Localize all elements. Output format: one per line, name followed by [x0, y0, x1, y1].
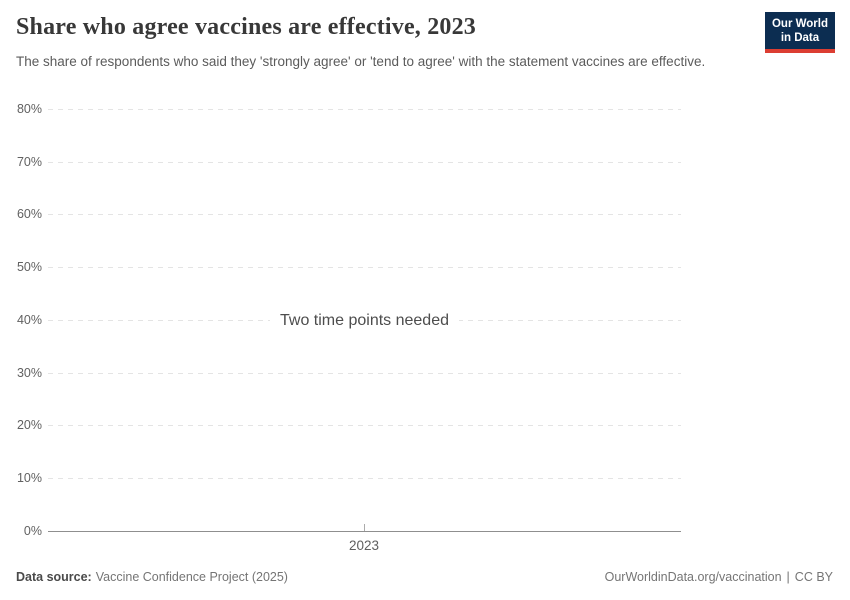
gridline — [48, 162, 681, 163]
owid-logo-line1: Our World — [771, 18, 828, 30]
y-axis-tick-label: 60% — [16, 207, 42, 221]
y-axis-tick-label: 20% — [16, 418, 42, 432]
owid-url-link[interactable]: OurWorldinData.org/vaccination — [604, 570, 782, 584]
y-axis-tick-label: 0% — [23, 524, 42, 538]
empty-state-message: Two time points needed — [270, 311, 459, 331]
y-axis-tick-label: 70% — [16, 155, 42, 169]
y-axis-tick-label: 80% — [16, 102, 42, 116]
attribution: OurWorldinData.org/vaccination | CC BY — [605, 569, 833, 585]
attribution-separator: | — [786, 570, 790, 584]
owid-logo[interactable]: Our World in Data — [764, 12, 835, 53]
license-label: CC BY — [794, 570, 833, 584]
gridline — [48, 267, 681, 268]
gridline — [48, 478, 681, 479]
gridline — [48, 214, 681, 215]
gridline — [48, 109, 681, 110]
data-source-label: Data source: — [16, 570, 92, 584]
owid-logo-line2: in Data — [780, 32, 820, 44]
gridline — [48, 373, 681, 374]
data-source-value: Vaccine Confidence Project (2025) — [95, 570, 288, 584]
data-source-note: Data source: Vaccine Confidence Project (… — [16, 569, 288, 585]
x-axis-line — [48, 531, 681, 532]
y-axis-tick-label: 40% — [16, 313, 42, 327]
y-axis-tick-label: 10% — [16, 471, 42, 485]
y-axis-tick-label: 50% — [16, 260, 42, 274]
gridline — [48, 425, 681, 426]
chart-footer: Data source: Vaccine Confidence Project (… — [16, 569, 833, 585]
empty-state-container: Two time points needed — [48, 311, 681, 331]
chart-subtitle: The share of respondents who said they '… — [16, 54, 706, 69]
x-axis-tick-label: 2023 — [348, 538, 380, 553]
x-axis-tick-mark — [364, 524, 365, 531]
y-axis-tick-label: 30% — [16, 366, 42, 380]
page-title: Share who agree vaccines are effective, … — [16, 14, 477, 40]
